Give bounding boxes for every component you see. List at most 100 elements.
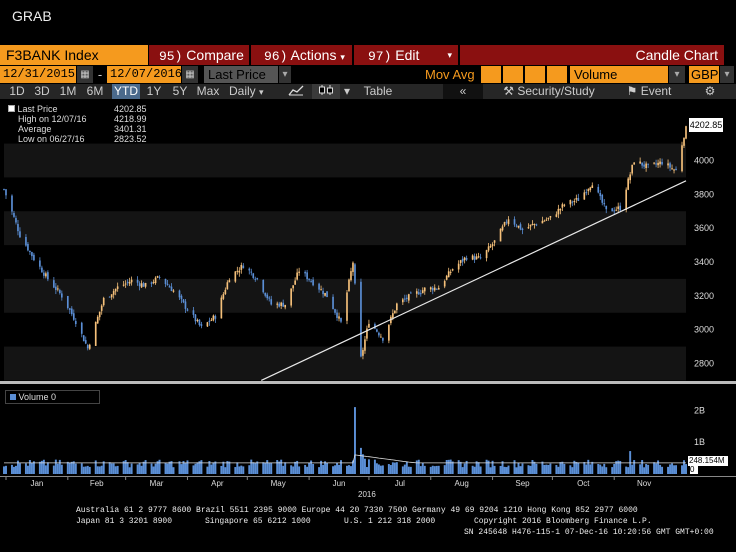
price-band — [4, 143, 686, 178]
volume-bar — [212, 462, 215, 474]
volume-bar — [587, 459, 590, 474]
candle-body — [212, 315, 215, 321]
candle-body — [340, 318, 342, 322]
candle-body — [360, 281, 362, 357]
table-button[interactable]: Table — [363, 84, 393, 98]
period-1y[interactable]: 1Y — [146, 84, 162, 98]
volume-bar — [381, 465, 384, 474]
calendar-icon[interactable]: ▦ — [182, 66, 198, 83]
candle-body — [423, 287, 426, 292]
volume-bar — [116, 465, 119, 474]
volume-bar — [338, 464, 340, 474]
volume-bar — [228, 461, 231, 474]
legend-average: Average 3401.31 — [8, 124, 147, 134]
period-1d[interactable]: 1D — [9, 84, 25, 98]
volume-bar — [100, 465, 103, 474]
x-tick-label: Nov — [637, 479, 651, 488]
candle-body — [354, 264, 356, 284]
mov-avg-field-3[interactable] — [525, 66, 545, 83]
period-6m[interactable]: 6M — [86, 84, 104, 98]
volume-bar — [417, 459, 420, 474]
volume-bar — [172, 467, 175, 474]
mov-avg-label: Mov Avg — [425, 67, 475, 82]
candle-body — [541, 220, 544, 224]
candle-body — [419, 293, 422, 295]
volume-bar — [451, 461, 454, 474]
candle-chart-icon[interactable] — [312, 84, 340, 99]
candle-body — [156, 276, 159, 278]
candle-body — [66, 295, 69, 309]
period-5y[interactable]: 5Y — [172, 84, 188, 98]
compare-button[interactable]: 95) Compare — [149, 45, 249, 65]
start-date-field[interactable]: 12/31/2015 — [0, 66, 76, 83]
period-ytd[interactable]: YTD — [112, 84, 140, 99]
currency-field[interactable]: GBP — [689, 66, 719, 83]
candle-body — [168, 286, 171, 288]
volume-bar — [86, 465, 89, 474]
x-year-label: 2016 — [358, 490, 376, 499]
mov-avg-field-1[interactable] — [481, 66, 501, 83]
period-3d[interactable]: 3D — [34, 84, 50, 98]
mov-avg-field-4[interactable] — [547, 66, 567, 83]
edit-button[interactable]: 97) Edit ▾ — [354, 45, 458, 65]
candle-body — [487, 246, 490, 251]
volume-bar — [130, 463, 133, 474]
volume-bar — [361, 454, 364, 474]
volume-bar — [543, 464, 546, 474]
mov-avg-field-2[interactable] — [503, 66, 523, 83]
legend-low-label: Low on 06/27/16 — [18, 134, 85, 144]
caret-down-icon[interactable]: ▾ — [343, 84, 351, 98]
volume-legend-label: Volume 0 — [18, 392, 57, 402]
candle-body — [282, 302, 285, 307]
candle-body — [529, 224, 532, 227]
candle-body — [493, 240, 496, 243]
period-1m[interactable]: 1M — [59, 84, 77, 98]
volume-bar — [429, 466, 432, 474]
candle-body — [43, 272, 45, 276]
candle-body — [465, 258, 468, 260]
candle-body — [278, 303, 281, 307]
candle-body — [128, 281, 131, 284]
candle-body — [421, 290, 424, 294]
volume-bar — [377, 464, 380, 474]
volume-bar — [54, 459, 57, 474]
collapse-icon[interactable]: « — [443, 84, 483, 99]
volume-bar — [340, 460, 342, 474]
end-date-field[interactable]: 12/07/2016 — [107, 66, 182, 83]
security-study-button[interactable]: ⚒ Security/Study — [490, 84, 608, 99]
price-field-select[interactable]: Last Price — [204, 66, 278, 83]
chart-type-button[interactable]: Candle Chart — [460, 45, 724, 65]
candle-body — [240, 265, 243, 270]
candle-body — [154, 277, 157, 284]
volume-tick-label: 1B — [694, 437, 705, 447]
volume-field-select[interactable]: Volume — [570, 66, 668, 83]
volume-bar — [192, 465, 195, 474]
volume-bar — [346, 465, 348, 474]
settings-gear-icon[interactable]: ⚙ — [704, 84, 716, 98]
dropdown-icon[interactable]: ▾ — [720, 66, 734, 83]
candle-body — [559, 208, 562, 211]
candle-body — [136, 279, 139, 283]
frequency-select[interactable]: Daily ▾ — [225, 84, 273, 99]
dropdown-icon[interactable]: ▾ — [669, 66, 685, 83]
trendline — [260, 180, 687, 381]
chart-legend: Last Price 4202.85 High on 12/07/16 4218… — [8, 104, 147, 144]
app-title: GRAB — [12, 8, 52, 24]
candle-body — [100, 305, 103, 311]
volume-bar — [493, 465, 496, 474]
legend-last-price-label: Last Price — [17, 104, 58, 114]
candle-body — [405, 297, 408, 299]
volume-bar — [194, 463, 197, 474]
volume-bar — [94, 460, 97, 474]
candle-body — [533, 223, 536, 225]
calendar-icon[interactable]: ▦ — [77, 66, 93, 83]
legend-swatch — [10, 394, 16, 400]
candle-body — [268, 297, 271, 299]
period-max[interactable]: Max — [196, 84, 220, 98]
actions-button[interactable]: 96) Actions ▾ — [251, 45, 352, 65]
legend-high-value: 4218.99 — [114, 114, 147, 124]
dropdown-icon[interactable]: ▾ — [279, 66, 291, 83]
line-chart-icon[interactable] — [284, 84, 308, 99]
security-field[interactable]: F3BANK Index — [0, 45, 148, 65]
event-button[interactable]: ⚑ Event — [614, 84, 684, 99]
